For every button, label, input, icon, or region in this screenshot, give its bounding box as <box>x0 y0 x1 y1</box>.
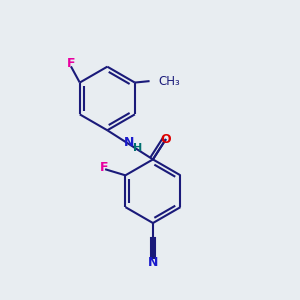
Text: F: F <box>99 161 108 174</box>
Text: O: O <box>160 133 171 146</box>
Text: F: F <box>67 57 75 70</box>
Text: H: H <box>133 143 142 153</box>
Text: N: N <box>124 136 134 149</box>
Text: N: N <box>148 256 158 269</box>
Text: CH₃: CH₃ <box>158 75 180 88</box>
